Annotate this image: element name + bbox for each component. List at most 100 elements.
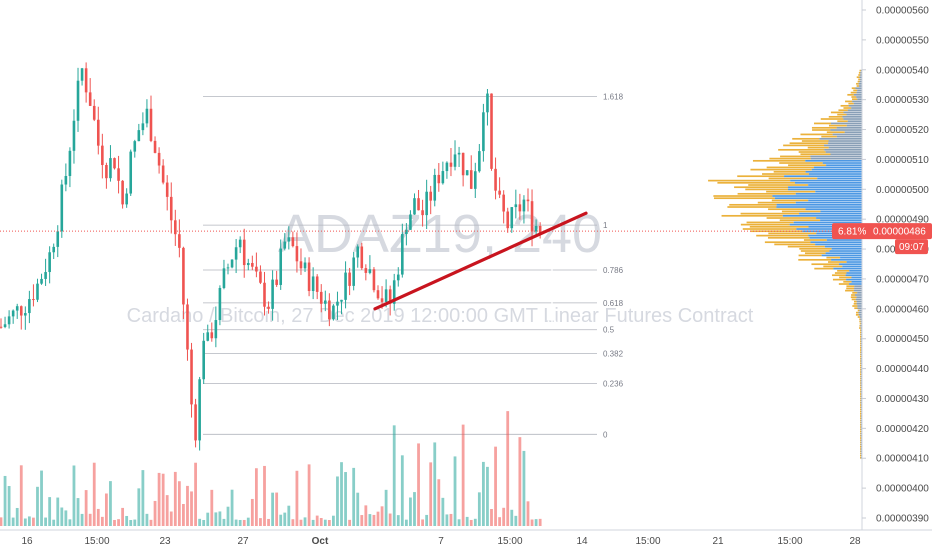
candle-body — [380, 298, 384, 302]
profile-row-buy — [860, 329, 862, 332]
candle-body — [194, 404, 197, 441]
profile-row-buy — [854, 294, 862, 296]
watermark-symbol: ADAZ19, 240 — [278, 204, 602, 264]
volume-bar — [437, 479, 441, 526]
profile-row-buy — [851, 276, 862, 279]
fib-level-label: 0.5 — [603, 326, 615, 335]
profile-row-sell — [860, 448, 861, 450]
time-tick-label: 15:00 — [635, 536, 660, 547]
profile-row-buy — [856, 302, 862, 305]
profile-row-sell — [853, 300, 857, 303]
profile-row-sell — [860, 379, 861, 382]
candle-body — [88, 92, 92, 106]
fibonacci-retracement[interactable]: 1.618 1 0.786 0.618 0.5 0.382 0.236 0 — [203, 93, 624, 440]
profile-row-sell — [838, 109, 848, 112]
price-tick-label: 0.00000400 — [876, 484, 929, 495]
candle-body — [105, 165, 108, 179]
profile-row-sell — [860, 417, 861, 420]
profile-row-buy — [820, 219, 862, 222]
profile-row-sell — [860, 344, 861, 347]
profile-row-buy — [853, 93, 862, 96]
candle-body — [76, 80, 80, 121]
candle-body — [226, 267, 230, 269]
profile-row-buy — [860, 377, 862, 380]
profile-row-sell — [860, 441, 861, 444]
candle-body — [84, 68, 88, 93]
trendline[interactable] — [373, 211, 588, 311]
profile-row-buy — [787, 188, 862, 191]
candle-body — [64, 175, 68, 185]
profile-row-sell — [826, 131, 845, 134]
volume-bar — [157, 472, 161, 526]
profile-row-sell — [860, 360, 861, 362]
profile-row-buy — [860, 439, 862, 442]
candle-body — [421, 210, 424, 216]
volume-bar — [526, 501, 530, 526]
volume-bar — [429, 462, 433, 526]
profile-row-buy — [859, 80, 862, 83]
candle-body — [494, 168, 497, 191]
candle-body — [206, 332, 210, 341]
price-axis[interactable]: 0.00000390 0.00000400 0.00000410 0.00000420… — [861, 0, 932, 530]
profile-row-sell — [799, 247, 832, 250]
price-tick-label: 0.00000510 — [876, 155, 929, 166]
profile-row-sell — [859, 327, 861, 329]
profile-row-sell — [860, 366, 861, 369]
profile-row-sell — [860, 346, 861, 349]
volume-bar — [218, 511, 222, 526]
candle-body — [267, 306, 270, 309]
volume-bar — [409, 497, 412, 526]
volume-bar — [530, 519, 534, 526]
candle-body — [311, 276, 315, 292]
profile-row-sell — [856, 82, 859, 85]
profile-row-buy — [843, 111, 862, 114]
volume-bar — [259, 518, 262, 526]
volume-bar — [182, 503, 185, 526]
profile-row-sell — [780, 155, 811, 158]
profile-row-sell — [750, 230, 803, 233]
profile-row-buy — [860, 417, 862, 420]
volume-bar — [384, 489, 388, 526]
profile-row-sell — [859, 69, 861, 72]
candle-body — [538, 225, 542, 235]
candle-body — [214, 320, 218, 339]
profile-row-sell — [768, 177, 818, 180]
candle-body — [291, 237, 295, 247]
volume-bar — [311, 519, 315, 526]
profile-row-buy — [860, 382, 862, 384]
profile-row-sell — [766, 190, 816, 193]
target-arrow[interactable] — [547, 235, 557, 329]
fib-level-label: 1.618 — [603, 93, 624, 102]
profile-row-buy — [815, 243, 862, 246]
profile-row-sell — [860, 408, 861, 411]
volume-bar — [202, 519, 206, 526]
profile-row-buy — [849, 269, 862, 272]
profile-row-buy — [860, 406, 862, 409]
profile-row-sell — [860, 362, 861, 365]
profile-row-buy — [808, 173, 862, 175]
volume-bar — [129, 520, 133, 526]
volume-bar — [506, 411, 510, 526]
candle-body — [40, 278, 43, 284]
price-tick-label: 0.00000390 — [876, 514, 929, 525]
profile-row-buy — [860, 322, 862, 325]
profile-row-buy — [860, 327, 862, 329]
volume-bar — [372, 514, 376, 526]
candle-body — [36, 283, 39, 300]
arrow-head — [547, 320, 557, 329]
profile-row-buy — [810, 155, 862, 158]
profile-row-buy — [860, 390, 862, 393]
profile-row-sell — [742, 228, 797, 230]
profile-row-sell — [860, 452, 861, 455]
volume-bar — [44, 517, 47, 526]
candle-body — [486, 93, 489, 113]
volume-bar — [238, 519, 242, 526]
profile-row-sell — [860, 390, 861, 393]
time-axis[interactable]: 16 15:00 23 27 Oct 7 15:00 14 15:00 21 15:00 28 — [0, 529, 932, 550]
candle-body — [234, 247, 238, 260]
profile-row-buy — [860, 362, 862, 365]
profile-row-buy — [860, 320, 862, 323]
countdown-badge-background — [895, 239, 928, 255]
profile-row-sell — [856, 311, 859, 314]
